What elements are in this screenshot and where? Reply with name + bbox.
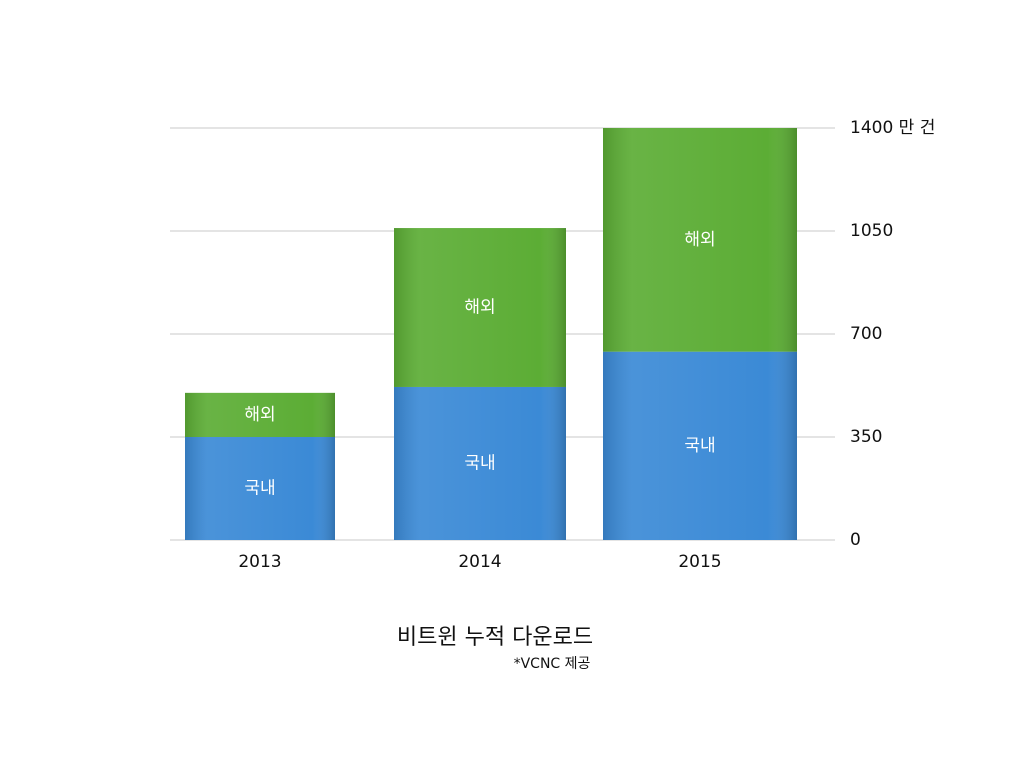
y-tick-label: 350 [850,427,882,447]
segment-label: 해외 [684,230,715,250]
y-tick-label: 0 [850,530,861,550]
x-tick-label: 2014 [458,552,501,572]
chart-subtitle: *VCNC 제공 [514,656,591,672]
segment-label: 해외 [244,405,275,425]
bar-shade [185,437,335,540]
chart-title: 비트윈 누적 다운로드 [397,625,593,650]
segment-label: 국내 [244,479,275,499]
bar-shade [185,392,335,437]
x-tick-label: 2013 [238,552,281,572]
bar-shade [394,228,566,387]
segment-label: 국내 [464,453,495,473]
bar-shade [603,128,797,352]
segment-label: 국내 [684,436,715,456]
bar-shade [603,351,797,540]
bar-shade [394,386,566,540]
y-tick-label: 1400 만 건 [850,118,935,138]
segment-label: 해외 [464,298,495,318]
x-tick-label: 2015 [678,552,721,572]
y-tick-label: 700 [850,324,882,344]
y-tick-label: 1050 [850,221,893,241]
